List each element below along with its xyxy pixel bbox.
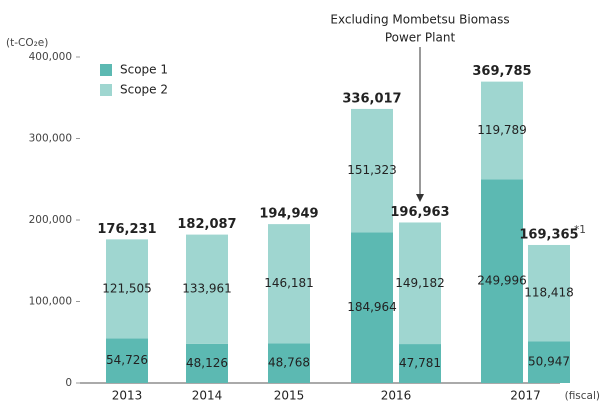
- segment-label: 48,126: [186, 356, 228, 370]
- unit-label: (t-CO₂e): [6, 37, 48, 49]
- bar-segment: [106, 338, 148, 383]
- y-tick-label: 300,000: [29, 133, 72, 145]
- bar-segment: [268, 343, 310, 383]
- total-label: 369,785: [472, 64, 531, 79]
- bar-segment: [399, 222, 441, 345]
- bar-segment: [481, 81, 523, 180]
- bar-segment: [268, 224, 310, 344]
- y-tick-label: 200,000: [29, 214, 72, 226]
- segment-label: 50,947: [528, 355, 570, 369]
- total-label: 182,087: [177, 217, 236, 232]
- bar-segment: [186, 343, 228, 383]
- legend-label: Scope 2: [120, 83, 168, 97]
- x-tick-label: 2013: [112, 389, 143, 403]
- total-label: 194,949: [259, 207, 318, 222]
- bar-segment: [351, 108, 393, 233]
- segment-label: 119,789: [477, 123, 527, 137]
- segment-label: 249,996: [477, 274, 527, 288]
- total-label: 196,963: [390, 205, 449, 220]
- segment-label: 47,781: [399, 356, 441, 370]
- x-tick-label: 2017: [510, 389, 541, 403]
- segment-label: 48,768: [268, 356, 310, 370]
- y-tick-label: 100,000: [29, 296, 72, 308]
- segment-label: 133,961: [182, 282, 232, 296]
- x-tick-label: 2016: [381, 389, 412, 403]
- legend-label: Scope 1: [120, 63, 168, 77]
- x-axis-label: (fiscal): [565, 390, 600, 402]
- segment-label: 146,181: [264, 276, 314, 290]
- y-tick-label: 400,000: [29, 51, 72, 63]
- footnote-mark: *1: [574, 224, 586, 236]
- segment-label: 151,323: [347, 163, 397, 177]
- bar-segment: [106, 239, 148, 339]
- segment-label: 184,964: [347, 300, 397, 314]
- bar-segment: [528, 244, 570, 342]
- bar-segment: [186, 234, 228, 344]
- annotation: Excluding Mombetsu Biomass: [330, 13, 509, 27]
- bar-segment: [351, 232, 393, 383]
- bar-segment: [399, 344, 441, 383]
- segment-label: 118,418: [524, 286, 574, 300]
- y-tick-label: 0: [65, 377, 72, 389]
- legend-swatch: [100, 84, 112, 96]
- segment-label: 149,182: [395, 276, 445, 290]
- legend-swatch: [100, 64, 112, 76]
- bar-segment: [528, 341, 570, 383]
- segment-label: 121,505: [102, 281, 152, 295]
- total-label: 169,365: [519, 227, 578, 242]
- segment-label: 54,726: [106, 353, 148, 367]
- total-label: 336,017: [342, 92, 401, 107]
- x-tick-label: 2014: [192, 389, 223, 403]
- x-tick-label: 2015: [274, 389, 305, 403]
- bar-segment: [481, 179, 523, 383]
- total-label: 176,231: [97, 222, 156, 237]
- annotation-arrowhead: [416, 194, 424, 202]
- annotation: Power Plant: [385, 31, 456, 45]
